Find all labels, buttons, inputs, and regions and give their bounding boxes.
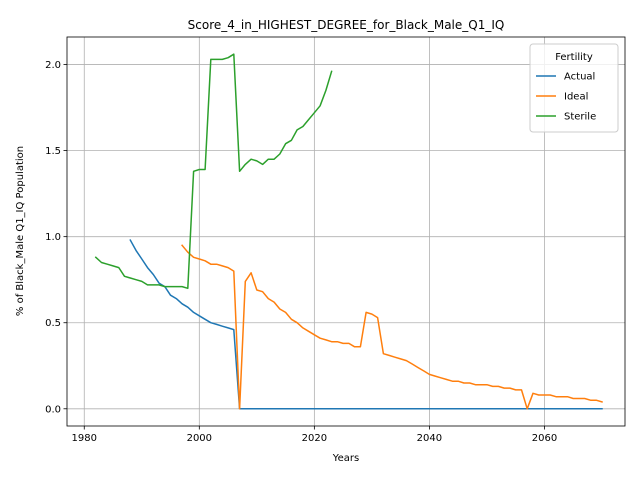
x-tick-label: 2000 xyxy=(187,433,212,444)
x-tick-label: 2060 xyxy=(532,433,557,444)
series-line-ideal xyxy=(181,244,603,410)
x-axis-label: Years xyxy=(332,453,359,464)
y-tick-label: 0.0 xyxy=(45,404,61,415)
y-tick-label: 1.5 xyxy=(45,146,61,157)
legend-label-ideal: Ideal xyxy=(564,92,588,103)
legend-label-actual: Actual xyxy=(564,72,595,83)
x-tick-label: 2040 xyxy=(417,433,442,444)
legend-title: Fertility xyxy=(555,52,593,63)
series-line-actual xyxy=(129,239,603,410)
legend-box xyxy=(529,43,619,133)
legend-entries: Actual Ideal Sterile xyxy=(536,72,596,123)
x-tick-label: 1980 xyxy=(72,433,97,444)
legend-label-sterile: Sterile xyxy=(564,112,596,123)
y-axis-label: % of Black_Male Q1_IQ Population xyxy=(15,146,26,316)
y-tick-label: 1.0 xyxy=(45,232,61,243)
series-lines xyxy=(94,53,603,410)
plot-frame xyxy=(66,36,626,427)
y-tick-label: 0.5 xyxy=(45,318,61,329)
legend: Fertility Actual Ideal Sterile xyxy=(529,43,619,133)
chart-title: Score_4_in_HIGHEST_DEGREE_for_Black_Male… xyxy=(188,18,505,32)
series-line-sterile xyxy=(94,53,333,290)
x-tick-label: 2020 xyxy=(302,433,327,444)
y-tick-label: 2.0 xyxy=(45,60,61,71)
axis-ticks: 1980 2000 2020 2040 2060 0.0 0.5 1.0 1.5 2.0 xyxy=(45,60,557,444)
